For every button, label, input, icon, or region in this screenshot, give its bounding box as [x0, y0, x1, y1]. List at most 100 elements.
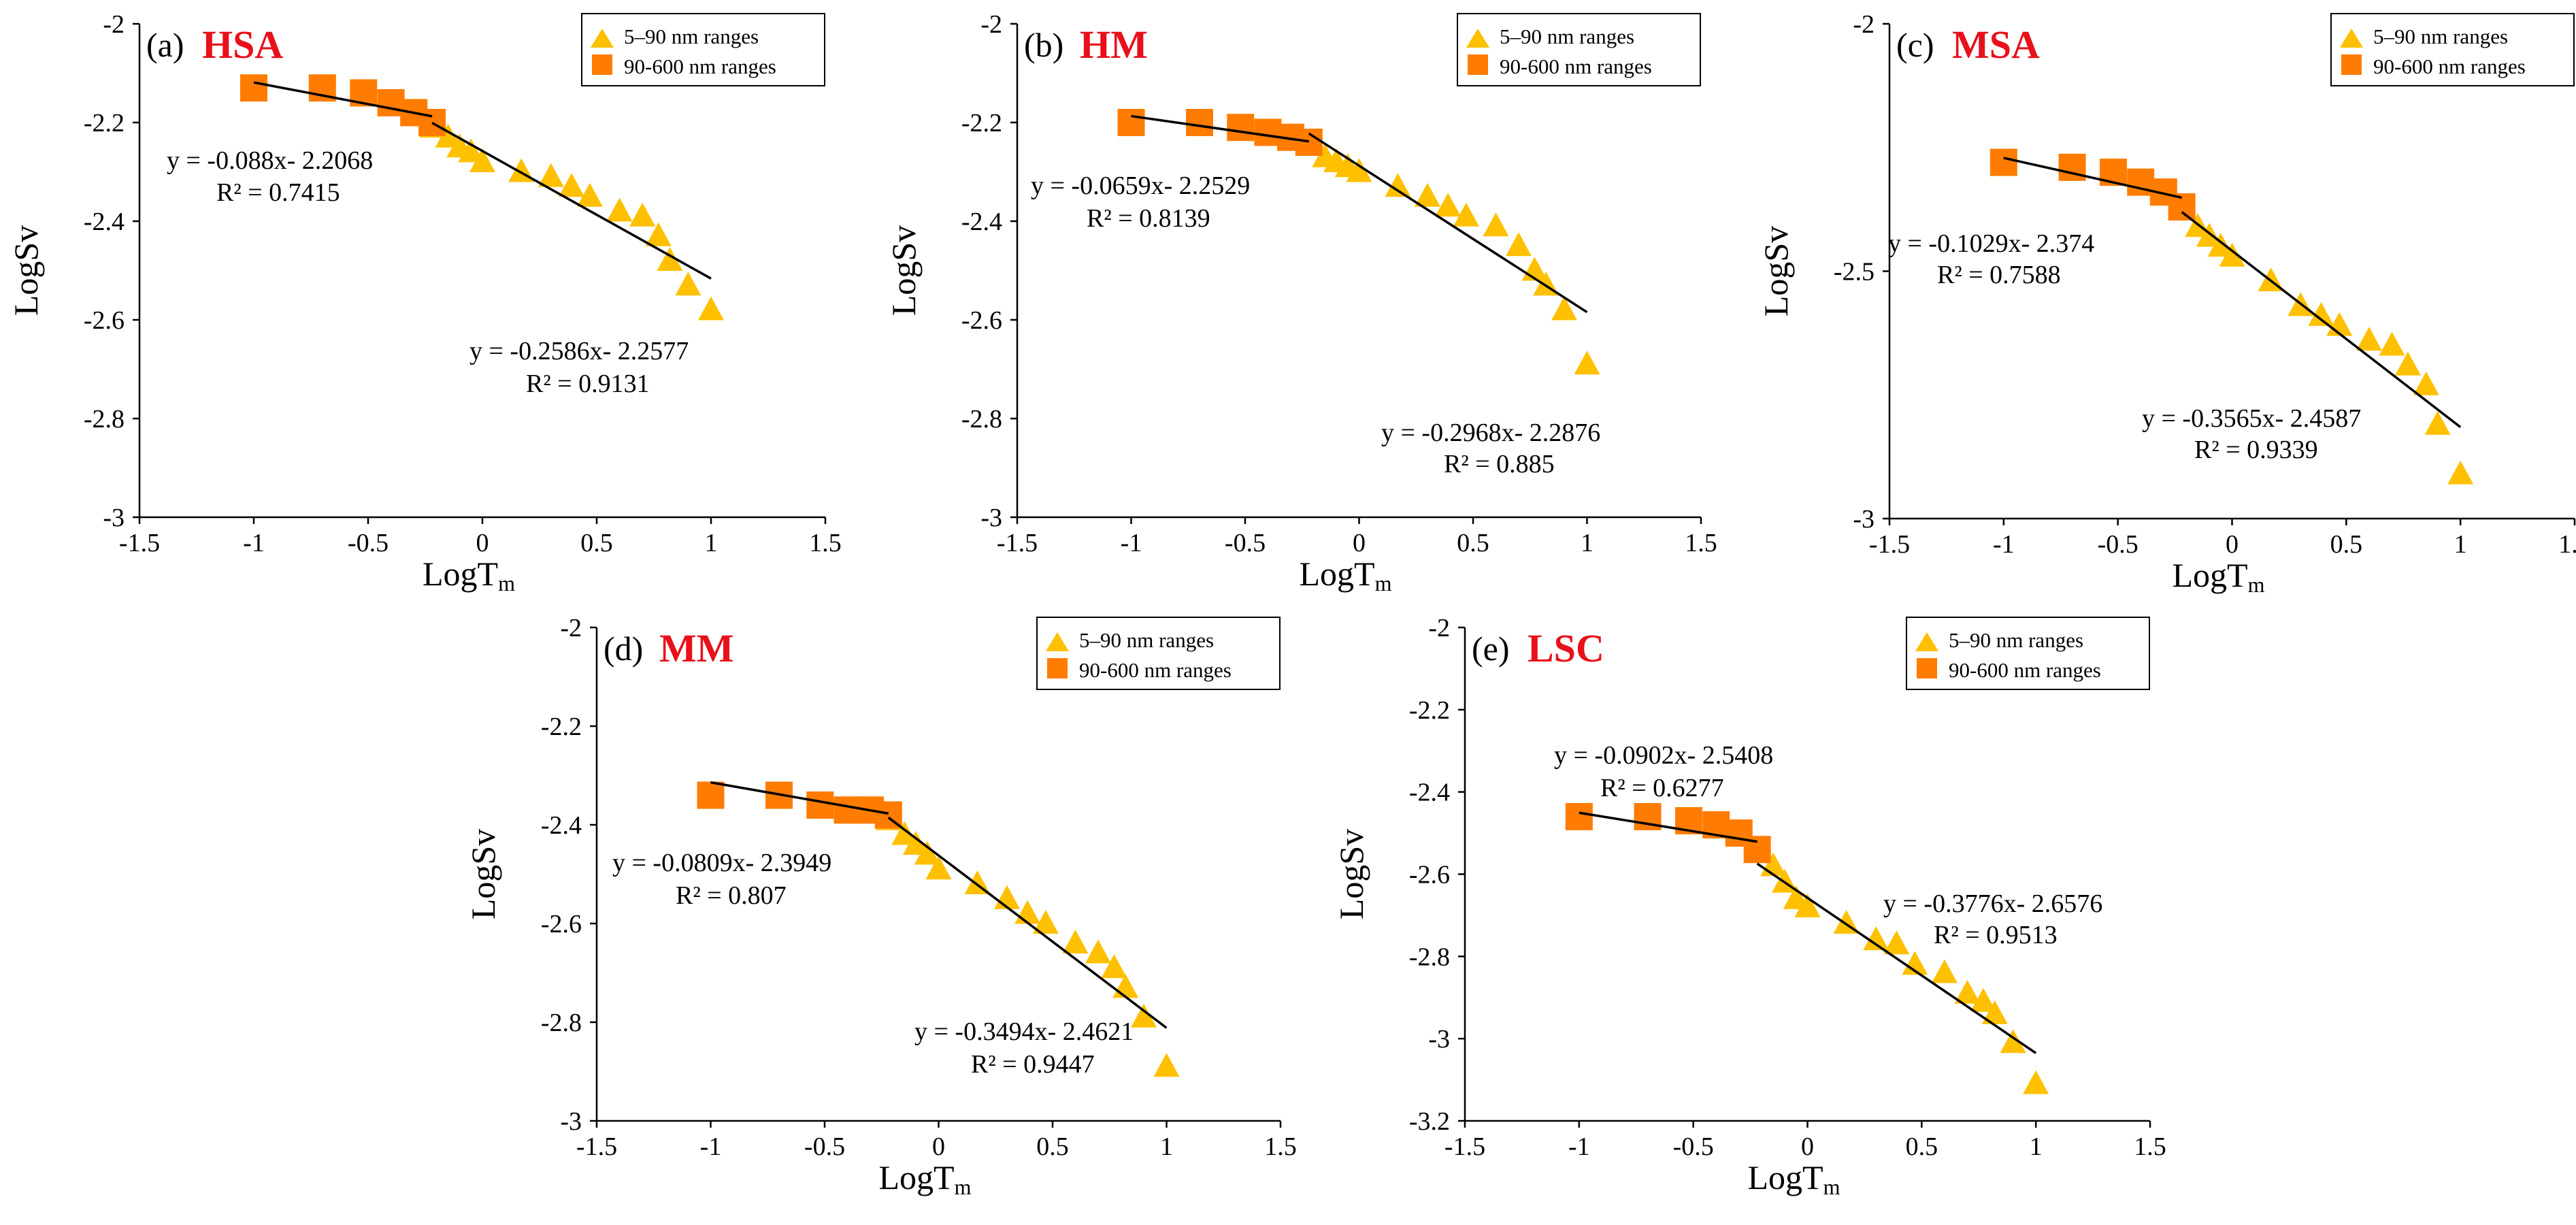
y-tick-label: -3: [103, 504, 125, 532]
legend-box: [581, 13, 825, 86]
x-axis-title-subscript: m: [2248, 572, 2265, 597]
data-point-triangle: [2207, 233, 2234, 257]
x-tick-label: -1: [1993, 530, 2015, 559]
data-point-triangle: [925, 855, 952, 880]
data-point-square: [2058, 153, 2086, 181]
x-tick-label: 0.5: [2330, 530, 2363, 559]
x-axis-title: LogTm: [423, 555, 515, 595]
fit-equation: y = -0.3565x- 2.4587: [2142, 404, 2361, 433]
x-tick-label: -1.5: [119, 529, 160, 557]
data-point-square: [1186, 109, 1213, 136]
y-tick-label: -2: [980, 10, 1002, 39]
x-tick-label: 0: [2226, 530, 2239, 559]
x-tick-label: -1: [1568, 1132, 1590, 1161]
fit-equation: y = -0.2968x- 2.2876: [1381, 419, 1600, 447]
x-tick-label: -0.5: [348, 529, 389, 557]
data-point-square: [377, 89, 405, 116]
panel-label: (c): [1896, 26, 1934, 64]
data-point-triangle: [2000, 1029, 2026, 1054]
legend-label-square: 90-600 nm ranges: [1949, 658, 2101, 682]
y-axis-title: LogSv: [1332, 829, 1370, 919]
x-tick-label: -1: [1121, 529, 1142, 557]
fit-equation: y = -0.0902x- 2.5408: [1554, 741, 1773, 770]
data-point-square: [697, 781, 725, 809]
y-tick-label: -2.6: [1409, 861, 1450, 889]
data-point-triangle: [1085, 939, 1111, 964]
fit-line: [253, 81, 433, 118]
y-tick-label: -3: [560, 1107, 582, 1136]
data-point-triangle: [914, 840, 940, 865]
data-point-triangle: [1902, 951, 1928, 975]
y-tick-label: -2: [103, 10, 125, 39]
y-tick-label: -2.6: [541, 910, 582, 938]
panel-d: -1.5 -1 -0.5 0 0.5 1 1.5 -3 -2.8 -2.6 -2.4 -2.2 -2 Lo…: [464, 614, 1297, 1199]
panel-title: MM: [659, 626, 734, 670]
y-tick-label: -3: [980, 504, 1002, 532]
y-tick-label: -2.2: [961, 109, 1002, 137]
x-axis-title-subscript: m: [955, 1175, 972, 1199]
y-tick-label: -2.8: [84, 405, 125, 434]
y-tick-label: -2.8: [1409, 943, 1450, 971]
x-tick-label: -0.5: [804, 1132, 845, 1161]
fit-line: [1131, 114, 1310, 143]
x-tick-label: 1.5: [1685, 529, 1717, 557]
legend-label-square: 90-600 nm ranges: [624, 54, 776, 78]
panel-a: -1.5 -1 -0.5 0 0.5 1 1.5 -3 -2.8 -2.6 -2.4 -2.2 -2 Lo…: [7, 10, 842, 595]
x-tick-label: -1.5: [576, 1132, 617, 1161]
x-tick-label: 0: [1353, 529, 1366, 557]
x-tick-label: -0.5: [1225, 529, 1266, 557]
y-axis-title: LogSv: [7, 225, 45, 316]
y-tick-label: -2.4: [541, 811, 582, 840]
data-point-triangle: [1574, 350, 1600, 375]
data-point-square: [2168, 193, 2196, 220]
x-tick-label: 1: [1160, 1132, 1173, 1161]
fit-equation: y = -0.088x- 2.2068: [167, 146, 373, 175]
fit-r-squared: R² = 0.9513: [1934, 921, 2058, 949]
panel-label: (e): [1472, 630, 1510, 668]
data-point-triangle: [1794, 893, 1821, 917]
legend-label-triangle: 5–90 nm ranges: [1079, 628, 1214, 652]
data-point-triangle: [469, 148, 495, 172]
data-point-triangle: [1483, 212, 1509, 237]
data-point-triangle: [2394, 351, 2421, 376]
fit-line: [887, 816, 1168, 1029]
x-axis-title: LogTm: [2173, 556, 2265, 597]
y-tick-label: -2.4: [961, 208, 1002, 236]
y-tick-label: -2: [1853, 10, 1875, 39]
y-tick-label: -2.2: [84, 109, 125, 137]
data-point-triangle: [2424, 410, 2451, 435]
legend-square-marker: [592, 54, 612, 75]
data-point-square: [1295, 129, 1323, 156]
legend-triangle-marker: [1466, 29, 1489, 48]
data-point-triangle: [629, 202, 656, 227]
data-point-triangle: [645, 222, 672, 246]
data-point-triangle: [1954, 979, 1981, 1004]
x-tick-label: 0.5: [1906, 1132, 1938, 1161]
data-point-triangle: [2308, 301, 2334, 326]
y-tick-label: -3: [1428, 1025, 1450, 1054]
legend-triangle-marker: [2340, 29, 2363, 48]
panel-label: (a): [146, 26, 184, 64]
legend-label-triangle: 5–90 nm ranges: [1500, 24, 1634, 48]
legend-box: [1036, 617, 1281, 690]
data-point-triangle: [994, 885, 1020, 909]
y-tick-label: -2.8: [961, 405, 1002, 434]
fit-r-squared: R² = 0.7415: [216, 178, 340, 207]
x-axis-title-subscript: m: [1823, 1175, 1840, 1199]
x-tick-label: 0.5: [580, 529, 613, 557]
data-point-triangle: [1551, 296, 1577, 321]
data-point-triangle: [1062, 930, 1089, 953]
data-point-triangle: [2379, 331, 2405, 356]
y-tick-label: -2.6: [961, 306, 1002, 335]
fit-line: [1756, 862, 2037, 1054]
data-point-triangle: [2196, 223, 2222, 247]
data-point-triangle: [2413, 371, 2439, 395]
data-point-triangle: [1032, 910, 1059, 934]
legend-square-marker: [1917, 658, 1937, 679]
data-point-square: [1565, 802, 1593, 830]
data-point-triangle: [1346, 158, 1372, 182]
panel-b: -1.5 -1 -0.5 0 0.5 1 1.5 -3 -2.8 -2.6 -2.4 -2.2 -2 Lo…: [885, 10, 1717, 595]
x-axis-title: LogTm: [1748, 1158, 1840, 1199]
y-tick-label: -2.2: [1409, 696, 1450, 725]
y-tick-label: -2.5: [1834, 258, 1875, 287]
